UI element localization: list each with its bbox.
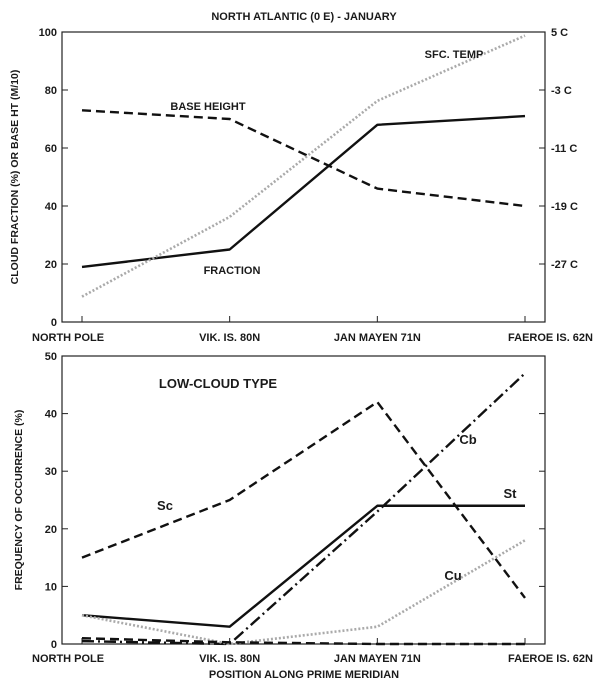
y-tick-label: 50 — [45, 351, 57, 363]
series-label-cb: Cb — [459, 432, 476, 447]
y-tick-label: 20 — [45, 259, 57, 271]
top-chart-panel: 0 20 40 60 80 100 5 C -3 C -11 C -19 C -27 C NORTH … — [9, 27, 593, 344]
plot-frame — [61, 355, 546, 645]
y-tick-label: 0 — [51, 639, 57, 651]
y-tick-label: 60 — [45, 143, 57, 155]
series-label-sfc-temp: SFC. TEMP — [425, 49, 484, 61]
series-line-cb — [81, 372, 526, 646]
bottom-chart-panel: 0 10 20 30 40 50 NORTH POLE VIK. IS. 80N JAN MAY… — [13, 351, 593, 681]
y2-tick-label: -3 C — [551, 85, 572, 97]
x-tick-label: NORTH POLE — [32, 653, 104, 665]
y2-tick-label: -19 C — [551, 201, 578, 213]
y-tick-label: 40 — [45, 409, 57, 421]
y-tick-label: 0 — [51, 317, 57, 329]
series-line-base-height — [81, 109, 526, 208]
x-axis-label: POSITION ALONG PRIME MERIDIAN — [209, 669, 399, 681]
y-axis-label: FREQUENCY OF OCCURRENCE (%) — [13, 410, 25, 591]
plot-frame — [61, 31, 546, 323]
series-line-cu — [81, 539, 526, 646]
panel-title: LOW-CLOUD TYPE — [159, 376, 278, 391]
y-tick-label: 100 — [39, 27, 57, 39]
y-tick-label: 30 — [45, 466, 57, 478]
x-tick-label: FAEROE IS. 62N — [508, 332, 593, 344]
y-tick-label: 80 — [45, 85, 57, 97]
x-tick-label: VIK. IS. 80N — [199, 653, 260, 665]
x-tick-label: VIK. IS. 80N — [199, 332, 260, 344]
series-label-base-height: BASE HEIGHT — [170, 101, 245, 113]
y2-tick-label: -27 C — [551, 259, 578, 271]
y-tick-label: 20 — [45, 524, 57, 536]
x-tick-label: FAEROE IS. 62N — [508, 653, 593, 665]
y-axis-label: CLOUD FRACTION (%) OR BASE HT (M/10) — [9, 70, 21, 285]
x-tick-label: NORTH POLE — [32, 332, 104, 344]
y2-tick-label: 5 C — [551, 27, 568, 39]
series-line-sfc-temp — [81, 34, 526, 298]
series-label-cu: Cu — [444, 568, 461, 583]
y-tick-label: 10 — [45, 581, 57, 593]
x-tick-label: JAN MAYEN 71N — [334, 653, 421, 665]
series-label-fraction: FRACTION — [204, 265, 261, 277]
y-tick-label: 40 — [45, 201, 57, 213]
y2-tick-label: -11 C — [551, 143, 577, 155]
series-line-fraction — [81, 114, 526, 269]
series-label-sc: Sc — [157, 498, 173, 513]
top-chart-title: NORTH ATLANTIC (0 E) - JANUARY — [211, 11, 397, 23]
x-tick-label: JAN MAYEN 71N — [334, 332, 421, 344]
series-label-st: St — [504, 486, 518, 501]
series-line-st — [81, 504, 525, 628]
series-line-unnamed — [81, 637, 525, 646]
